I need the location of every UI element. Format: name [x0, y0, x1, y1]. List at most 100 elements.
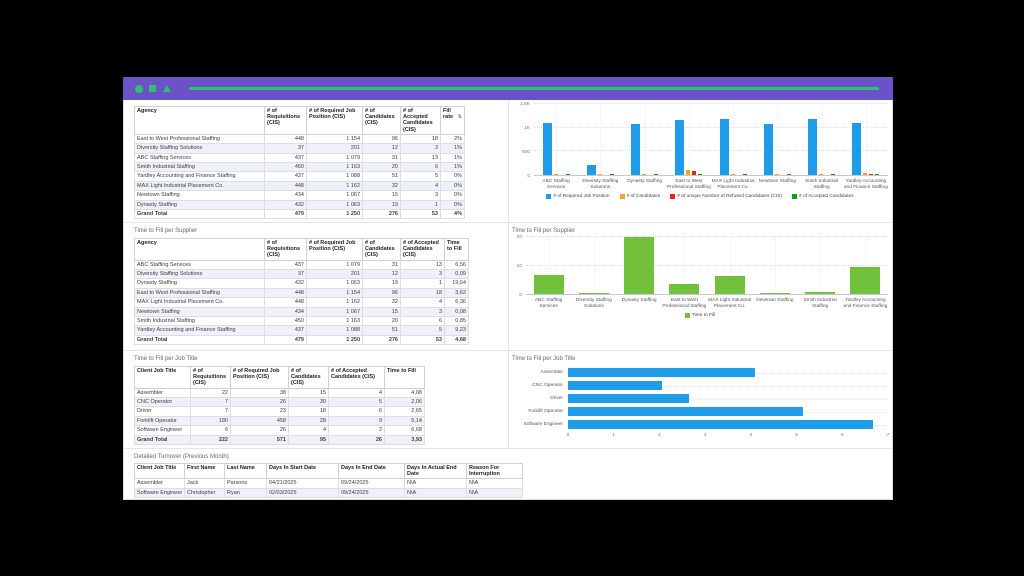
table-row[interactable]: MAX Light Industrial Placement Co. 448 1 1… [134, 297, 469, 308]
table-row[interactable]: Dynasty Staffing 432 1 063 19 1 19,64 [134, 278, 469, 289]
cell[interactable]: N\A [466, 478, 523, 489]
cell[interactable]: 7 [190, 396, 231, 408]
cell[interactable]: Software Engineer [134, 487, 185, 499]
cell[interactable]: 19 [362, 199, 401, 211]
legend-item[interactable]: # of unique Number of Refused Candidates… [670, 194, 782, 200]
cell[interactable]: 1 163 [306, 162, 363, 173]
column-header[interactable]: # of Requisitions (CIS) [264, 106, 307, 135]
cell[interactable]: 5 [400, 325, 445, 336]
table-row[interactable]: Forklift Operator 180 458 28 9 5,14 [134, 415, 425, 427]
table-row[interactable]: Software Engineer 6 26 4 2 6,68 [134, 425, 425, 436]
cell[interactable]: 276 [362, 334, 401, 346]
cell[interactable]: 180 [190, 415, 231, 427]
bar[interactable] [863, 172, 868, 175]
cell[interactable]: 32 [362, 180, 401, 192]
column-header[interactable]: Fill rate ⇅ [440, 106, 465, 135]
cell[interactable]: 96 [362, 133, 401, 145]
cell[interactable]: 96 [362, 287, 401, 299]
cell[interactable]: 53 [400, 209, 441, 220]
table-row[interactable]: CNC Operator 7 26 30 5 2,06 [134, 396, 425, 408]
cell[interactable]: ABC Staffing Services [134, 259, 265, 271]
cell[interactable]: 13 [400, 259, 445, 271]
bar[interactable] [669, 283, 700, 294]
cell[interactable]: 5 [328, 396, 385, 408]
cell[interactable]: 6,36 [444, 297, 469, 308]
cell[interactable]: 4% [440, 209, 465, 220]
cell[interactable]: 02/03/2025 [266, 487, 339, 499]
bar[interactable] [542, 123, 552, 175]
column-header[interactable]: Days In End Date [338, 462, 405, 480]
column-header[interactable]: Agency [134, 238, 265, 261]
cell[interactable]: 3 [400, 268, 445, 280]
column-header[interactable]: # of Required Job Position (CIS) [306, 238, 363, 261]
table-row[interactable]: Assembler 22 38 15 4 4,08 [134, 387, 425, 399]
cell[interactable]: 1 154 [306, 133, 363, 145]
cell[interactable]: N\A [404, 487, 467, 499]
cell[interactable]: 19,64 [444, 278, 469, 289]
cell[interactable]: 15 [362, 306, 401, 318]
column-header[interactable]: Days In Start Date [266, 462, 339, 480]
table-row[interactable]: ABC Staffing Services 437 1 079 31 13 6,56 [134, 259, 469, 271]
cell[interactable]: Parsons [224, 478, 267, 489]
cell[interactable]: 1 067 [306, 190, 363, 201]
cell[interactable]: Assembler [134, 387, 191, 399]
cell[interactable]: 26 [328, 434, 385, 446]
cell[interactable]: 450 [264, 162, 307, 173]
cell[interactable]: 4 [328, 387, 385, 399]
table-row[interactable]: Software Engineer Christopher Ryan 02/03/20… [134, 487, 523, 499]
cell[interactable]: 2,65 [384, 406, 425, 417]
cell[interactable]: 437 [264, 259, 307, 271]
cell[interactable]: 51 [362, 325, 401, 336]
cell[interactable]: 434 [264, 306, 307, 318]
cell[interactable]: 6 [190, 425, 231, 436]
bar[interactable] [624, 237, 655, 294]
cell[interactable]: 38 [230, 387, 289, 399]
bar[interactable] [850, 267, 881, 294]
sort-icon[interactable]: ⇅ [457, 114, 462, 121]
bar[interactable] [568, 407, 803, 416]
cell[interactable]: 0% [440, 199, 465, 211]
table-row[interactable]: ABC Staffing Services 437 1 079 31 13 1% [134, 152, 465, 164]
table-row[interactable]: Dynasty Staffing 432 1 063 19 1 0% [134, 199, 465, 211]
cell[interactable]: 5 [400, 171, 441, 182]
cell[interactable]: 434 [264, 190, 307, 201]
cell[interactable]: 6 [328, 406, 385, 417]
cell[interactable]: 09/24/2025 [338, 478, 405, 489]
cell[interactable]: 26 [230, 396, 289, 408]
bar[interactable] [831, 174, 836, 175]
cell[interactable]: Diversity Staffing Solutions [134, 268, 265, 280]
cell[interactable]: 448 [264, 297, 307, 308]
bar[interactable] [631, 124, 641, 175]
cell[interactable]: 0% [440, 180, 465, 192]
bar[interactable] [786, 174, 791, 175]
bar[interactable] [819, 174, 824, 175]
cell[interactable]: 4,08 [384, 387, 425, 399]
column-header[interactable]: # of Accepted Candidates (CIS) [328, 366, 385, 389]
cell[interactable]: 32 [362, 297, 401, 308]
cell[interactable]: 1% [440, 152, 465, 164]
cell[interactable]: 1 154 [306, 287, 363, 299]
cell[interactable]: 448 [264, 133, 307, 145]
cell[interactable]: ABC Staffing Services [134, 152, 265, 164]
table-row[interactable]: Yardley Accounting and Finance Staffing 4… [134, 325, 469, 336]
cell[interactable]: Dynasty Staffing [134, 199, 265, 211]
cell[interactable]: 201 [306, 143, 363, 154]
cell[interactable]: 3 [400, 190, 441, 201]
cell[interactable]: 20 [362, 316, 401, 327]
bar[interactable] [568, 394, 690, 403]
bar[interactable] [568, 368, 755, 377]
column-header[interactable]: Days In Actual End Date [404, 462, 467, 480]
column-header[interactable]: Client Job Title [134, 366, 191, 389]
cell[interactable]: 437 [264, 325, 307, 336]
bar[interactable] [568, 420, 874, 429]
column-header[interactable]: Client Job Title [134, 462, 185, 480]
cell[interactable]: 53 [400, 334, 445, 346]
cell[interactable]: Driver [134, 406, 191, 417]
column-header[interactable]: # of Requisitions (CIS) [264, 238, 307, 261]
cell[interactable]: 19 [362, 278, 401, 289]
cell[interactable]: 04/21/2025 [266, 478, 339, 489]
square-icon[interactable] [149, 85, 156, 92]
table-row[interactable]: Yardley Accounting and Finance Staffing 4… [134, 171, 465, 182]
legend-item[interactable]: Time to Fill [684, 313, 715, 319]
cell[interactable]: Yardley Accounting and Finance Staffing [134, 325, 265, 336]
